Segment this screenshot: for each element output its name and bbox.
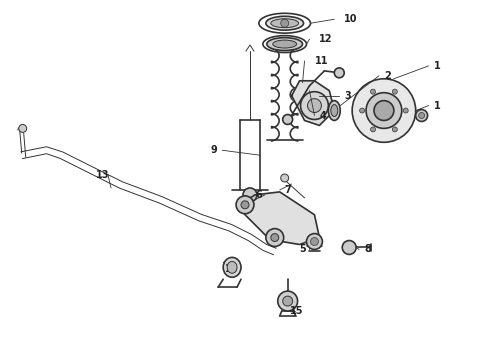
Circle shape [283,114,293,125]
Circle shape [281,174,289,182]
Circle shape [241,201,249,209]
Circle shape [374,100,394,121]
Ellipse shape [266,16,303,30]
Text: 1: 1 [434,100,441,111]
Circle shape [342,240,356,255]
Circle shape [308,99,321,113]
Circle shape [300,92,328,120]
Ellipse shape [271,19,298,28]
Text: 14: 14 [225,264,239,274]
Polygon shape [292,81,334,125]
Circle shape [418,113,425,118]
Text: 2: 2 [384,71,391,81]
Circle shape [266,229,284,247]
Circle shape [311,238,319,246]
Circle shape [366,93,402,129]
Text: 12: 12 [319,34,333,44]
Circle shape [236,196,254,214]
Text: 8: 8 [364,244,371,255]
Circle shape [19,125,26,132]
Circle shape [278,291,297,311]
Text: 13: 13 [96,170,110,180]
Circle shape [271,234,279,242]
Circle shape [281,19,289,27]
Circle shape [370,127,375,132]
Text: 10: 10 [344,14,358,24]
Text: 7: 7 [285,185,292,195]
Circle shape [360,108,365,113]
Circle shape [243,188,257,202]
Text: 11: 11 [315,56,328,66]
Ellipse shape [227,261,237,273]
Circle shape [334,68,344,78]
Circle shape [283,296,293,306]
Text: 6: 6 [255,190,262,200]
Ellipse shape [223,257,241,277]
Circle shape [403,108,408,113]
Text: 3: 3 [344,91,351,101]
Text: 1: 1 [434,61,441,71]
Ellipse shape [331,105,338,117]
Circle shape [392,89,397,94]
Text: 9: 9 [210,145,217,155]
Text: 15: 15 [290,306,303,316]
Text: 5: 5 [299,244,306,255]
Ellipse shape [328,100,340,121]
Circle shape [416,109,428,121]
Ellipse shape [273,40,296,48]
Ellipse shape [267,37,302,50]
Circle shape [352,79,416,142]
Circle shape [392,127,397,132]
Text: 4: 4 [319,111,326,121]
Circle shape [370,89,375,94]
Circle shape [307,234,322,249]
Polygon shape [240,192,319,244]
